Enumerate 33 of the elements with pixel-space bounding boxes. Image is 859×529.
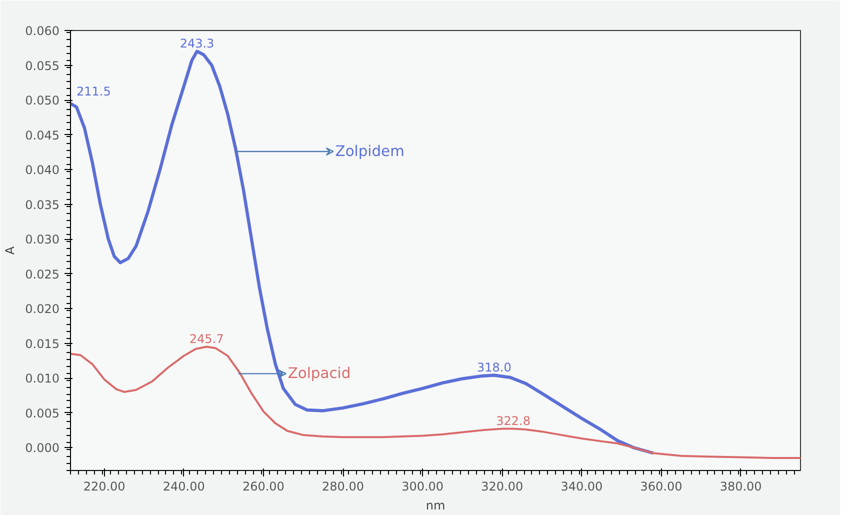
x-axis-title: nm xyxy=(426,498,446,512)
x-tick-label: 320.00 xyxy=(481,480,524,494)
text: Zolpacid xyxy=(288,365,351,382)
y-tick-label: 0.055 xyxy=(25,58,60,73)
text: Zolpidem xyxy=(335,143,404,160)
line-series xyxy=(70,50,655,455)
x-tick-label: 240.00 xyxy=(162,480,205,494)
annotation: 318.0 xyxy=(477,360,512,374)
x-tick-label: 260.00 xyxy=(242,480,284,494)
x-tick-label: 340.00 xyxy=(560,480,603,494)
annotation: 245.7 xyxy=(189,332,224,346)
annotation: 211.5 xyxy=(76,84,111,98)
y-tick-label: 0.015 xyxy=(25,336,60,351)
y-tick-label: 0.000 xyxy=(25,441,60,456)
y-tick-label: 0.040 xyxy=(25,163,60,178)
y-tick-label: 0.025 xyxy=(25,267,60,282)
x-tick-label: 380.00 xyxy=(720,480,762,494)
x-tick-label: 360.00 xyxy=(640,480,682,494)
x-tick-label: 220.00 xyxy=(83,480,126,494)
line-series xyxy=(70,346,800,459)
y-tick-label: 0.010 xyxy=(25,372,60,386)
y-tick-label: 0.035 xyxy=(25,198,60,212)
y-axis-title: A xyxy=(3,246,18,255)
x-tick-label: 300.00 xyxy=(402,480,444,494)
y-tick-label: 0.060 xyxy=(25,24,60,38)
y-tick-label: 0.050 xyxy=(25,94,60,108)
y-tick-label: 0.005 xyxy=(25,406,60,420)
annotation: 322.8 xyxy=(496,414,530,428)
x-tick-label: 280.00 xyxy=(322,480,364,494)
y-tick-label: 0.045 xyxy=(25,128,60,142)
y-tick-label: 0.020 xyxy=(25,302,60,316)
y-tick-label: 0.030 xyxy=(25,232,60,247)
annotation: 243.3 xyxy=(180,36,214,50)
